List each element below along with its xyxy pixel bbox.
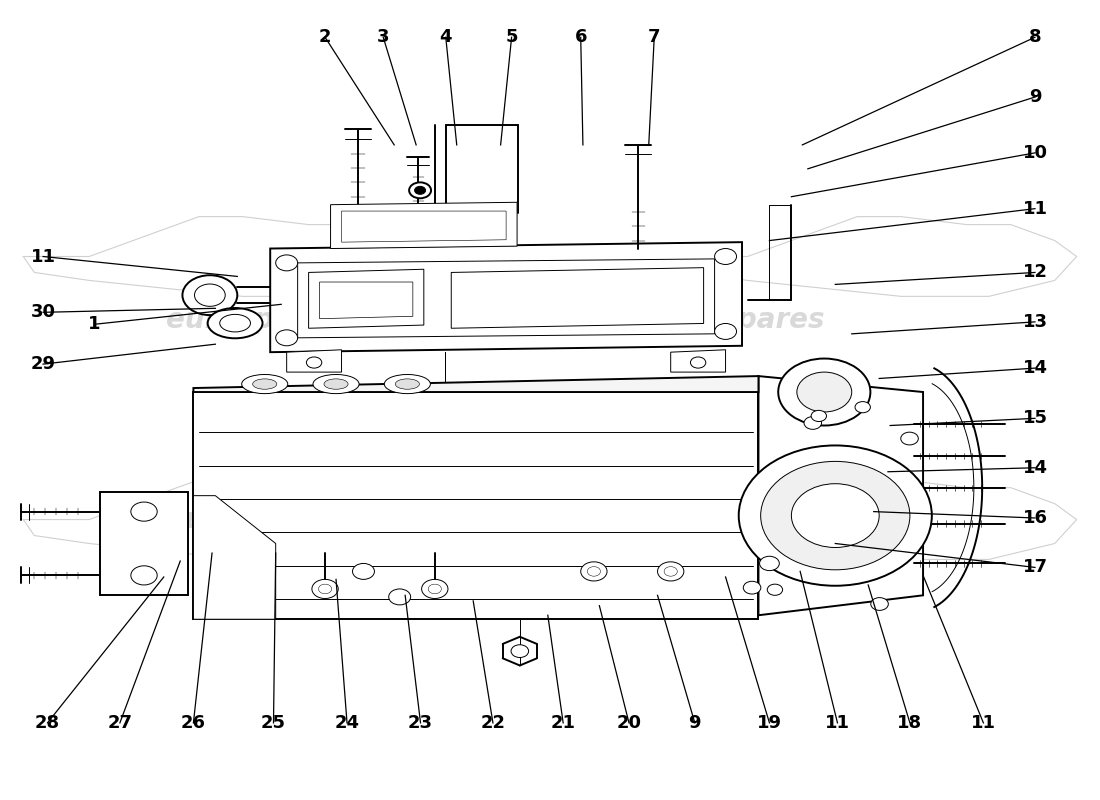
Circle shape [183,275,238,315]
Text: 17: 17 [1023,558,1047,577]
Circle shape [352,563,374,579]
Circle shape [760,556,779,570]
Circle shape [428,584,441,594]
Text: 5: 5 [505,28,518,46]
Text: 18: 18 [898,714,923,732]
Text: 9: 9 [689,714,701,732]
Text: eurospares: eurospares [166,506,341,534]
Polygon shape [271,242,742,352]
Circle shape [871,598,889,610]
Circle shape [855,402,870,413]
Text: 19: 19 [757,714,782,732]
Text: 14: 14 [1023,359,1047,377]
Circle shape [415,186,426,194]
Circle shape [307,357,322,368]
Text: 13: 13 [1023,313,1047,331]
Text: 3: 3 [377,28,389,46]
Polygon shape [759,376,923,615]
Polygon shape [451,268,704,328]
Circle shape [761,462,910,570]
Ellipse shape [395,379,419,390]
Circle shape [131,502,157,521]
Text: 28: 28 [35,714,60,732]
Text: 27: 27 [108,714,132,732]
Circle shape [581,562,607,581]
Circle shape [409,182,431,198]
Text: 11: 11 [1023,200,1047,218]
Circle shape [901,432,918,445]
Polygon shape [100,492,188,595]
Ellipse shape [220,314,251,332]
Polygon shape [194,496,276,619]
Ellipse shape [253,379,277,390]
Text: 16: 16 [1023,509,1047,527]
Polygon shape [298,259,715,338]
Text: 11: 11 [825,714,850,732]
Ellipse shape [324,379,348,390]
Ellipse shape [384,374,430,394]
Text: 10: 10 [1023,144,1047,162]
Circle shape [312,579,338,598]
Circle shape [131,566,157,585]
Circle shape [804,417,822,430]
Text: 24: 24 [334,714,360,732]
Polygon shape [341,211,506,242]
Circle shape [319,584,332,594]
Circle shape [767,584,782,595]
Text: 23: 23 [408,714,433,732]
Text: 6: 6 [574,28,587,46]
Circle shape [276,330,298,346]
Text: 14: 14 [1023,458,1047,477]
Text: 15: 15 [1023,410,1047,427]
Circle shape [421,579,448,598]
Circle shape [664,566,678,576]
Text: 25: 25 [261,714,286,732]
Text: 26: 26 [180,714,206,732]
Text: 12: 12 [1023,263,1047,282]
Circle shape [512,645,529,658]
Circle shape [658,562,684,581]
Circle shape [739,446,932,586]
Ellipse shape [208,308,263,338]
Text: 11: 11 [971,714,996,732]
Polygon shape [320,282,412,318]
Text: eurospares: eurospares [649,306,824,334]
Text: 22: 22 [481,714,505,732]
Text: 2: 2 [319,28,331,46]
Text: 4: 4 [440,28,452,46]
Text: eurospares: eurospares [166,306,341,334]
Polygon shape [331,202,517,249]
Polygon shape [671,350,726,372]
Text: 9: 9 [1028,88,1042,106]
Circle shape [587,566,601,576]
Circle shape [691,357,706,368]
Text: 7: 7 [648,28,660,46]
Circle shape [195,284,226,306]
Ellipse shape [242,374,288,394]
Circle shape [791,484,879,547]
Text: 21: 21 [551,714,575,732]
Polygon shape [309,270,424,328]
Circle shape [744,582,761,594]
Circle shape [778,358,870,426]
Ellipse shape [314,374,359,394]
Text: 20: 20 [616,714,641,732]
Circle shape [276,255,298,271]
Circle shape [388,589,410,605]
Text: 8: 8 [1028,28,1042,46]
Circle shape [715,249,737,265]
Text: 11: 11 [31,247,56,266]
Circle shape [796,372,851,412]
Circle shape [811,410,826,422]
Text: 1: 1 [88,315,101,334]
Polygon shape [194,392,759,619]
Polygon shape [194,376,759,392]
Polygon shape [287,350,341,372]
Circle shape [715,323,737,339]
Text: 29: 29 [31,355,56,373]
Text: eurospares: eurospares [649,506,824,534]
Text: 30: 30 [31,303,56,322]
